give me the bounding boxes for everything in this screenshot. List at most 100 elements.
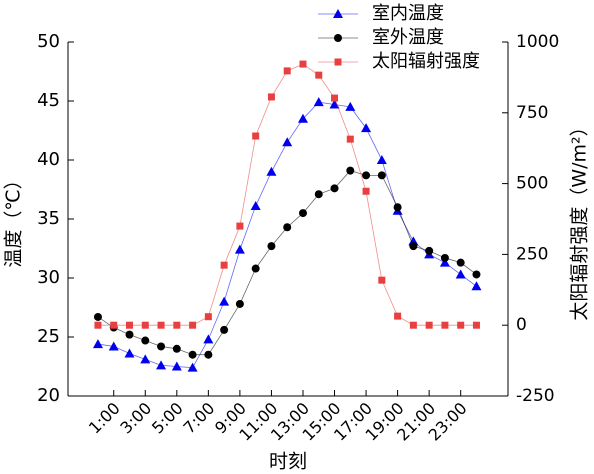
- point: [314, 190, 323, 199]
- point: [124, 348, 135, 358]
- point: [236, 222, 244, 230]
- series-line: [97, 170, 477, 356]
- point: [203, 334, 214, 344]
- point: [362, 187, 370, 195]
- point: [394, 312, 402, 320]
- point: [441, 321, 449, 329]
- y-tick-label: 40: [37, 149, 60, 170]
- point: [173, 321, 181, 329]
- point: [329, 99, 340, 109]
- point: [220, 261, 228, 269]
- point: [235, 299, 244, 308]
- point: [94, 321, 102, 329]
- y-tick-label: 45: [37, 90, 60, 111]
- point: [251, 264, 260, 273]
- point: [267, 242, 276, 251]
- x-tick-label: 7:00: [180, 399, 219, 438]
- point: [378, 276, 386, 284]
- point: [455, 269, 466, 279]
- y-tick-label: 50: [37, 31, 60, 52]
- y-tick-label: 25: [37, 326, 60, 347]
- legend-label: 室外温度: [372, 27, 444, 48]
- point: [108, 341, 119, 351]
- point: [333, 9, 343, 18]
- point: [361, 123, 372, 133]
- y2-tick-label: -250: [516, 386, 555, 406]
- point: [298, 209, 307, 218]
- point: [299, 60, 307, 68]
- point: [172, 344, 181, 353]
- point: [267, 93, 275, 101]
- point: [126, 321, 134, 329]
- x-axis-label: 时刻: [269, 451, 307, 473]
- point: [346, 166, 355, 175]
- point: [141, 321, 149, 329]
- x-tick-label: 3:00: [116, 399, 155, 438]
- point: [157, 321, 165, 329]
- y2-tick-label: 1000: [516, 32, 559, 52]
- point: [252, 132, 260, 140]
- y2-tick-label: 250: [516, 244, 548, 264]
- point: [376, 155, 387, 164]
- point: [362, 171, 371, 180]
- point: [141, 336, 150, 345]
- y2-tick-label: 0: [516, 315, 527, 335]
- point: [125, 330, 134, 339]
- point: [393, 203, 402, 212]
- y-tick-label: 30: [37, 267, 60, 288]
- legend-label: 室内温度: [372, 3, 444, 24]
- point: [330, 184, 339, 193]
- point: [409, 321, 417, 329]
- point: [266, 166, 277, 176]
- point: [334, 34, 342, 42]
- x-tick-label: 5:00: [148, 399, 187, 438]
- point: [93, 312, 102, 321]
- point: [472, 270, 481, 279]
- y-axis-label: 温度（℃）: [3, 170, 25, 267]
- x-tick-label: 1:00: [85, 399, 124, 438]
- point: [297, 113, 308, 123]
- point: [204, 313, 212, 321]
- point: [425, 321, 433, 329]
- y-tick-label: 20: [37, 385, 60, 406]
- point: [409, 242, 418, 251]
- point: [110, 321, 118, 329]
- y-tick-label: 35: [37, 208, 60, 229]
- y2-tick-label: 750: [516, 103, 548, 123]
- point: [220, 325, 229, 334]
- series-line: [97, 63, 477, 326]
- point: [425, 246, 434, 255]
- point: [188, 350, 197, 359]
- point: [283, 67, 291, 75]
- point: [457, 321, 465, 329]
- point: [471, 281, 482, 291]
- point: [92, 339, 103, 349]
- point: [157, 342, 166, 351]
- point: [313, 97, 324, 107]
- point: [440, 253, 449, 262]
- point: [345, 101, 356, 111]
- point: [156, 360, 167, 370]
- y2-axis-label: 太阳辐射强度（W/m²）: [569, 117, 591, 320]
- point: [377, 171, 386, 180]
- point: [234, 244, 245, 254]
- point: [250, 201, 261, 211]
- point: [283, 223, 292, 232]
- point: [187, 362, 198, 372]
- point: [439, 257, 450, 267]
- point: [331, 94, 339, 102]
- point: [282, 137, 293, 147]
- point: [189, 321, 197, 329]
- legend-label: 太阳辐射强度: [372, 51, 480, 72]
- point: [346, 135, 354, 143]
- point: [204, 350, 213, 359]
- point: [456, 258, 465, 267]
- point: [334, 58, 342, 66]
- point: [315, 71, 323, 79]
- point: [171, 361, 182, 371]
- point: [140, 354, 151, 364]
- y2-tick-label: 500: [516, 174, 548, 194]
- point: [219, 296, 230, 306]
- point: [472, 321, 480, 329]
